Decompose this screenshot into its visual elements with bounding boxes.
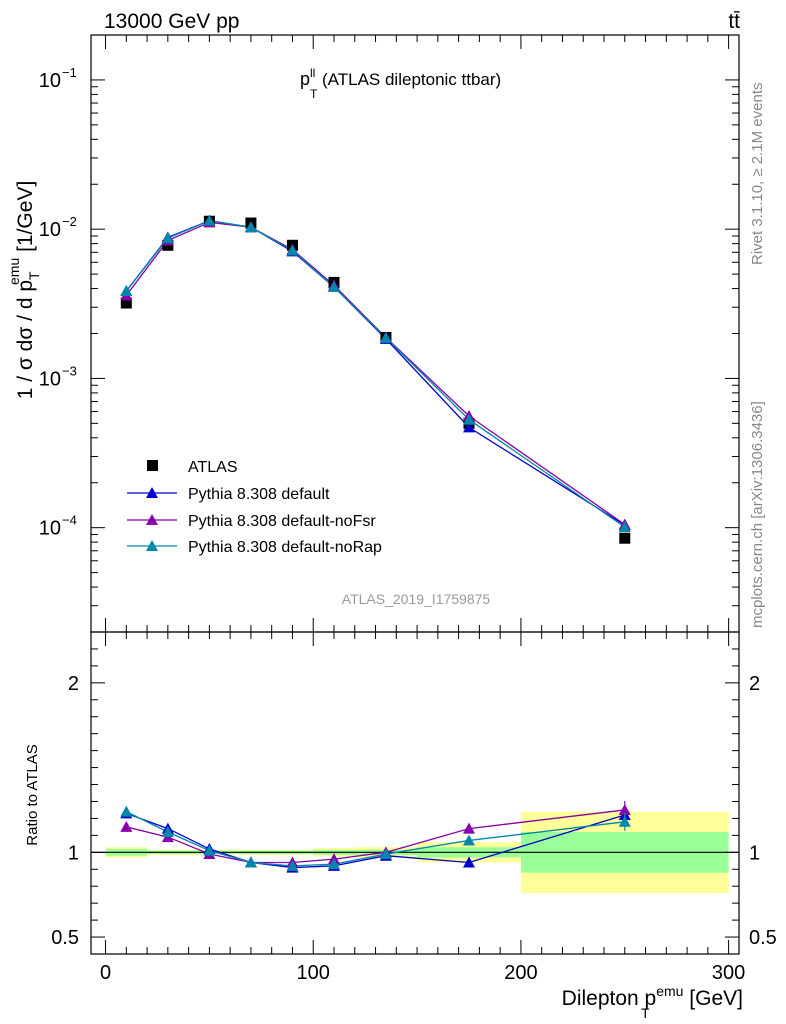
legend: ATLAS Pythia 8.308 default Pythia 8.308 … (127, 459, 382, 556)
ratio-data-point (618, 815, 631, 827)
main-title: pll (300, 66, 315, 89)
ratio-y-tick-label: 1 (68, 842, 79, 864)
data-point-triangle (244, 221, 257, 233)
data-point-atlas (619, 532, 631, 544)
ratio-axis-ticks: 0.5 0.5 1 1 2 2 0 100 200 300 (51, 631, 777, 984)
data-point-atlas (120, 297, 132, 309)
x-tick-label: 100 (297, 962, 330, 984)
data-point-triangle (286, 244, 299, 256)
ratio-data-point (379, 848, 392, 860)
legend-label-norap: Pythia 8.308 default-noRap (188, 539, 382, 556)
ratio-data-point (328, 858, 340, 870)
mcplots-label: mcplots.cern.ch [arXiv:1306.3436] (749, 401, 766, 628)
data-point-triangle (618, 521, 631, 533)
x-tick-label: 200 (504, 962, 537, 984)
ratio-data-point (463, 834, 475, 846)
legend-marker-atlas (147, 460, 158, 471)
xlabel-main-part: Dilepton p (562, 987, 657, 1010)
main-axis-ticks: 10−110−210−310−4 (39, 34, 739, 633)
ratio-y-tick-label: 0.5 (51, 927, 79, 949)
xlabel-sub-part: T (641, 1005, 650, 1021)
series-line (125, 220, 626, 526)
rivet-version-label: Rivet 3.1.10, ≥ 2.1M events (749, 83, 766, 266)
ratio-data-point (463, 822, 475, 834)
data-point-triangle (120, 285, 133, 297)
series-line (125, 220, 626, 528)
ratio-data-point (286, 859, 299, 871)
header-process-label: tt̄ (728, 10, 740, 33)
legend-label-atlas: ATLAS (188, 459, 238, 476)
main-panel: 10−110−210−310−4 pll T (ATLAS dileptonic… (6, 34, 740, 633)
ratio-data-point (161, 825, 174, 837)
legend-label-nofsr: Pythia 8.308 default-noFsr (188, 513, 376, 530)
data-point-triangle (463, 421, 475, 433)
y-tick-label-exponent: −1 (62, 65, 77, 80)
ratio-frame (90, 631, 740, 955)
ratio-data-point (120, 805, 133, 817)
ratio-panel: 0.5 0.5 1 1 2 2 0 100 200 300 Ratio to ATLAS Dile… (24, 631, 777, 1021)
ratio-y-tick-label-right: 1 (749, 842, 760, 864)
data-point-triangle (379, 331, 392, 343)
header-energy-label: 13000 GeV pp (104, 10, 239, 33)
data-point-triangle (161, 232, 174, 244)
ylabel-unit-part: [1/GeV] (14, 181, 37, 258)
series-line (125, 221, 626, 526)
main-y-axis-label: 1 / σ dσ / d pTemu [1/GeV] (6, 181, 42, 400)
ratio-data-point (463, 856, 475, 868)
ratio-data-point (618, 803, 631, 815)
x-tick-label: 0 (100, 962, 111, 984)
ylabel-sup-part: emu (6, 258, 22, 285)
ratio-data-point (203, 844, 216, 856)
ratio-data-point (120, 820, 133, 832)
main-title-sub: T (310, 87, 318, 101)
y-tick-label-exponent: −2 (62, 214, 77, 229)
ratio-y-tick-label-right: 2 (749, 673, 760, 695)
data-point-triangle (203, 214, 216, 226)
data-point-triangle (328, 280, 340, 292)
xlabel-unit-part: [GeV] (683, 987, 743, 1010)
main-title-rest: (ATLAS dileptonic ttbar) (322, 70, 501, 89)
main-data-layer (120, 214, 631, 544)
analysis-label: ATLAS_2019_I1759875 (342, 591, 491, 607)
ylabel-main-part: 1 / σ dσ / d p (14, 280, 37, 399)
title-main-part: p (300, 69, 310, 89)
x-tick-label: 300 (712, 962, 745, 984)
legend-marker-norap (146, 540, 158, 551)
legend-marker-default (146, 487, 158, 498)
xlabel-sup-part: emu (656, 983, 683, 999)
y-tick-label-exponent: −3 (62, 363, 77, 378)
y-tick-label: 10 (39, 219, 61, 241)
ratio-y-axis-label: Ratio to ATLAS (24, 744, 41, 845)
ratio-x-axis-label: Dilepton pemu [GeV] (562, 983, 743, 1010)
y-tick-label: 10 (39, 368, 61, 390)
ratio-data-point (244, 856, 257, 868)
y-tick-label-exponent: −4 (62, 513, 77, 528)
ratio-y-tick-label: 2 (68, 673, 79, 695)
legend-label-default: Pythia 8.308 default (188, 486, 330, 503)
y-tick-label: 10 (39, 70, 61, 92)
title-sup-part: ll (310, 66, 315, 80)
data-point-triangle (463, 413, 475, 425)
y-tick-label: 10 (39, 518, 61, 540)
ratio-data-layer (120, 800, 631, 873)
ratio-uncertainty-bands (91, 811, 739, 893)
legend-marker-nofsr (146, 514, 158, 525)
ratio-y-tick-label-right: 0.5 (749, 927, 777, 949)
ylabel-sub-part: T (26, 271, 42, 280)
